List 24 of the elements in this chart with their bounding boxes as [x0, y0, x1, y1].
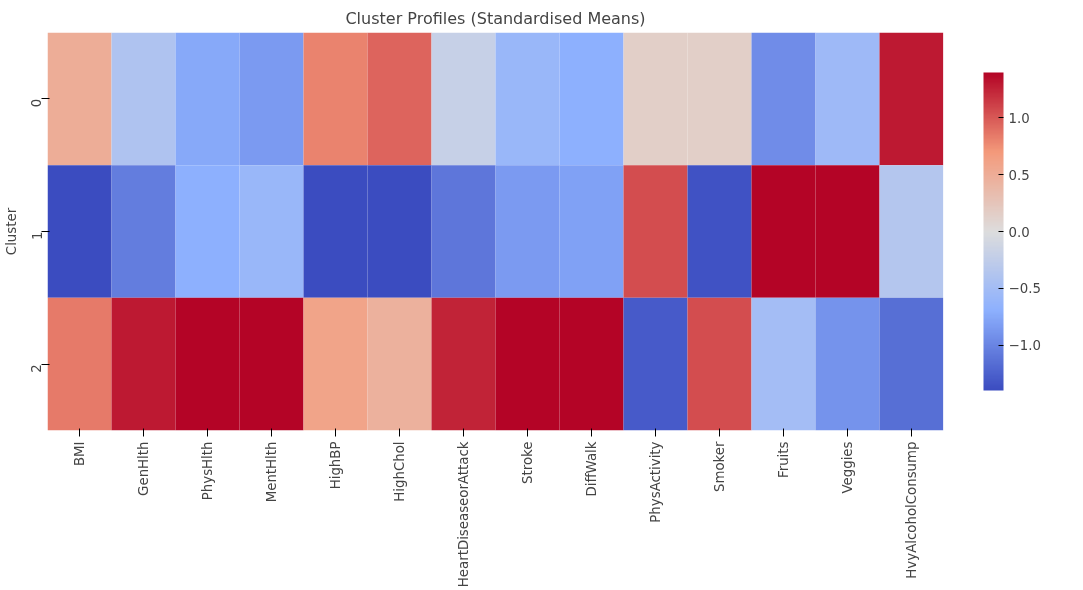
y-tick-label: 1: [29, 231, 45, 240]
color-bar-label: −0.5: [1008, 281, 1041, 297]
x-tick-label: HvyAlcoholConsump: [904, 441, 919, 579]
x-tick-label: MentHlth: [264, 441, 279, 503]
x-tick-label: Fruits: [776, 441, 791, 478]
y-tick-label: 2: [29, 364, 45, 373]
x-tick-label: HeartDiseaseorAttack: [456, 441, 471, 588]
color-bar-label: 0.5: [1008, 167, 1030, 183]
chart-title: Cluster Profiles (Standardised Means): [345, 8, 646, 28]
color-bar-label: 1.0: [1008, 110, 1030, 126]
x-tick-label: PhysActivity: [648, 441, 663, 523]
x-tick-label: DiffWalk: [584, 441, 599, 497]
color-bar-label: 0.0: [1008, 224, 1030, 240]
color-bar-label: −1.0: [1008, 338, 1041, 354]
x-tick-label: Smoker: [712, 440, 727, 493]
x-tick-label: GenHlth: [136, 441, 151, 496]
y-axis-title: Cluster: [3, 207, 19, 256]
x-tick-label: HighChol: [392, 441, 407, 502]
x-tick-label: Stroke: [520, 441, 535, 484]
y-tick-label: 0: [29, 98, 45, 108]
x-tick-label: Veggies: [840, 441, 855, 494]
x-tick-label: HighBP: [328, 441, 343, 490]
x-tick-label: PhysHlth: [200, 441, 215, 501]
x-tick-label: BMI: [72, 441, 87, 467]
